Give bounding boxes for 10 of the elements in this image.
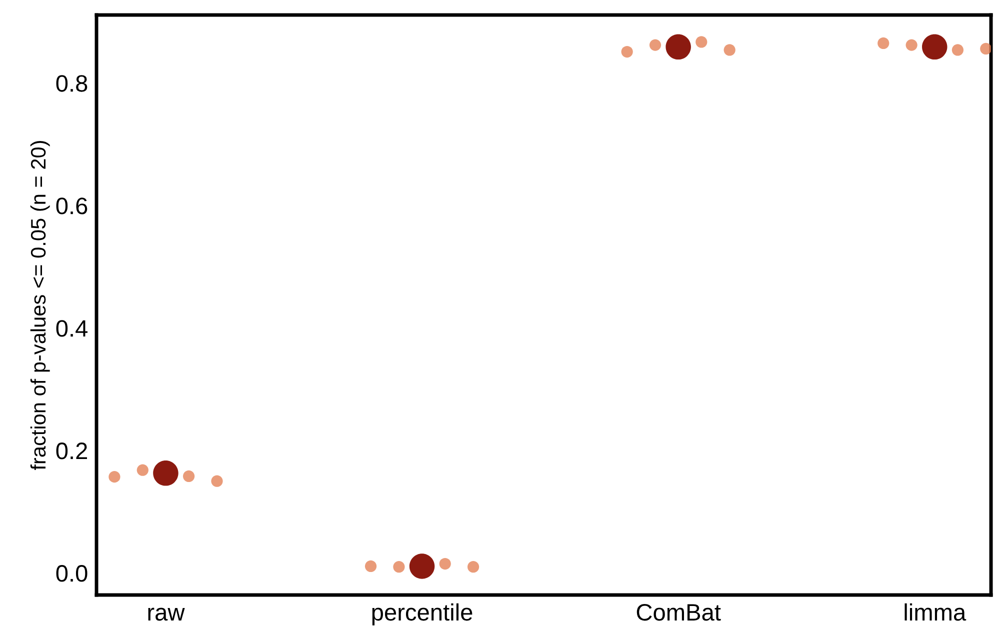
x-tick-label: ComBat — [636, 604, 721, 621]
y-tick-label: 0.0 — [56, 565, 88, 582]
y-tick-label: 0.6 — [56, 198, 88, 214]
x-tick-label: percentile — [372, 603, 472, 626]
y-tick-label: 0.2 — [56, 442, 87, 460]
y-axis-title: fraction of p-values <= 0.05 (n = 20) — [30, 141, 50, 470]
x-tick-label: limma — [904, 603, 966, 621]
y-tick-label: 0.4 — [56, 320, 88, 337]
x-tick-label: raw — [148, 608, 185, 621]
y-tick-label: 0.8 — [56, 75, 88, 92]
